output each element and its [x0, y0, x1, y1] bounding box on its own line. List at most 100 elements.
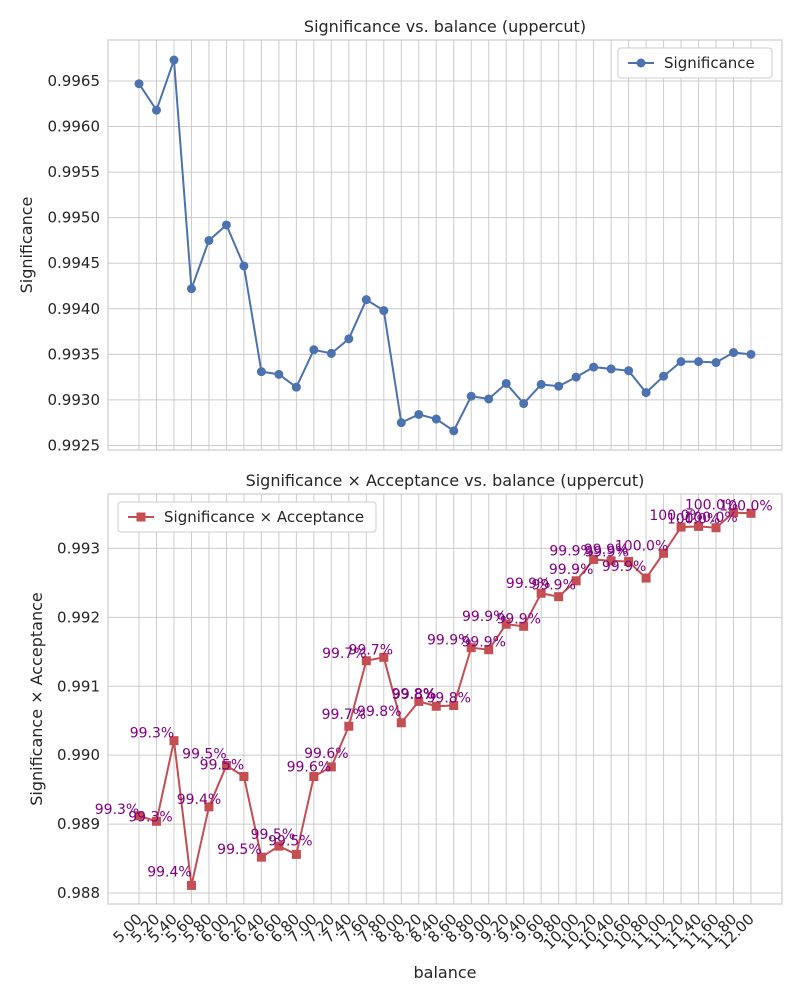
y-tick-label: 0.988 [57, 884, 100, 902]
data-point [606, 364, 616, 374]
chart-panel-2: 0.9880.9890.9900.9910.9920.9935.005.205.… [27, 471, 783, 982]
data-point [361, 295, 371, 305]
data-point [396, 718, 406, 728]
data-point [379, 306, 389, 316]
y-axis-label: Significance [17, 197, 36, 294]
data-label: 99.7% [349, 642, 393, 658]
data-label: 100.0% [684, 510, 737, 526]
data-label: 100.0% [719, 498, 772, 514]
data-point [309, 345, 319, 355]
data-point [431, 414, 441, 424]
data-point [501, 378, 511, 388]
data-point [221, 220, 231, 230]
data-label: 99.5% [268, 833, 312, 849]
data-point [326, 762, 336, 772]
data-point [554, 381, 564, 391]
data-point [711, 523, 721, 533]
plot-frame [107, 39, 783, 451]
data-point [414, 409, 424, 419]
data-point [571, 576, 581, 586]
data-label: 99.8% [427, 691, 471, 707]
data-point [694, 357, 704, 367]
data-point [589, 554, 599, 564]
y-tick-label: 0.9965 [48, 72, 101, 90]
data-point [519, 399, 529, 409]
data-point [309, 772, 319, 782]
data-point [449, 426, 459, 436]
y-tick-label: 0.990 [57, 746, 100, 764]
legend-box [117, 501, 377, 533]
data-point [449, 701, 459, 711]
data-point [501, 619, 511, 629]
data-point [344, 334, 354, 344]
y-tick-label: 0.989 [57, 815, 100, 833]
data-point [239, 772, 249, 782]
legend-box [617, 47, 773, 79]
data-label: 99.5% [251, 827, 295, 843]
chart-title: Significance × Acceptance vs. balance (u… [246, 471, 645, 490]
data-point [274, 841, 284, 851]
data-point [659, 548, 669, 558]
data-point [239, 261, 249, 271]
data-label: 99.8% [392, 687, 436, 703]
y-tick-label: 0.992 [57, 608, 100, 626]
data-label: 100.0% [667, 511, 720, 527]
data-point [466, 643, 476, 653]
data-point [536, 588, 546, 598]
data-point [151, 105, 161, 115]
data-point [659, 371, 669, 381]
data-point [624, 366, 634, 376]
data-point [361, 656, 371, 666]
data-point [256, 367, 266, 377]
data-label: 99.9% [531, 578, 575, 594]
data-label: 99.9% [549, 543, 593, 559]
chart-panel-1: 0.9925 0.9930 0.9935 0.9940 0.9945 0.9950 0.99… [17, 17, 783, 454]
data-label: 99.9% [602, 559, 646, 575]
y-tick-label: 0.993 [57, 539, 100, 557]
legend-entry: Significance [664, 54, 755, 72]
data-point [519, 621, 529, 631]
data-label: 99.9% [427, 633, 471, 649]
data-label: 99.9% [461, 635, 505, 651]
legend: Significance × Acceptance [117, 501, 377, 533]
data-label: 100.0% [649, 508, 702, 524]
data-point [414, 696, 424, 706]
data-point [571, 372, 581, 382]
data-point [641, 388, 651, 398]
data-point [536, 379, 546, 389]
y-tick-label: 0.9925 [48, 436, 101, 454]
data-point [746, 508, 756, 518]
y-tick-label: 0.9935 [48, 345, 101, 363]
data-point [711, 358, 721, 368]
y-tick-label: 0.9945 [48, 254, 101, 272]
legend-swatch-marker [136, 512, 146, 522]
data-point [624, 557, 634, 567]
legend-entry: Significance × Acceptance [164, 508, 364, 526]
data-point [729, 508, 739, 518]
data-label: 99.9% [496, 611, 540, 627]
data-point [694, 521, 704, 531]
data-point [134, 811, 144, 821]
data-point [291, 382, 301, 392]
data-point [641, 573, 651, 583]
data-point [746, 349, 756, 359]
data-point [186, 284, 196, 294]
data-point [291, 849, 301, 859]
data-point [204, 802, 214, 812]
data-point [466, 391, 476, 401]
data-label: 99.9% [549, 562, 593, 578]
data-point [326, 348, 336, 358]
data-label: 99.3% [130, 726, 174, 742]
data-point [344, 721, 354, 731]
data-point [221, 760, 231, 770]
y-tick-label: 0.9955 [48, 163, 101, 181]
data-point [589, 362, 599, 372]
y-tick-label: 0.9960 [48, 118, 101, 136]
data-point [274, 369, 284, 379]
data-point [676, 357, 686, 367]
data-label: 99.5% [200, 758, 244, 774]
data-point [204, 235, 214, 245]
data-point [134, 79, 144, 89]
data-point [186, 880, 196, 890]
